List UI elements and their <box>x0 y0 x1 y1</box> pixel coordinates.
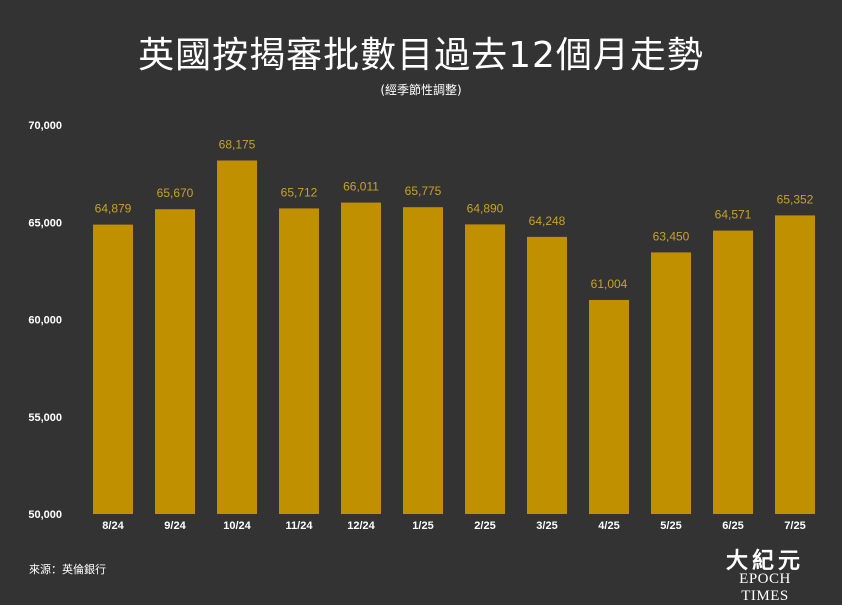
bar <box>341 202 381 514</box>
value-label: 63,450 <box>653 229 690 243</box>
value-label: 66,011 <box>343 180 379 194</box>
x-tick-label: 9/24 <box>164 520 186 532</box>
value-label: 65,775 <box>405 184 442 198</box>
chart-title: 英國按揭審批數目過去12個月走勢 <box>138 35 704 76</box>
x-tick-label: 1/25 <box>412 520 433 532</box>
y-tick-label: 70,000 <box>28 120 62 132</box>
y-tick-label: 60,000 <box>28 315 62 327</box>
x-tick-label: 4/25 <box>598 520 619 532</box>
x-tick-label: 7/25 <box>784 520 805 532</box>
value-label: 64,879 <box>95 202 132 216</box>
bar <box>217 160 257 514</box>
x-tick-label: 11/24 <box>286 520 314 532</box>
logo-en-text: EPOCH TIMES <box>739 571 791 604</box>
value-label: 64,890 <box>467 201 504 215</box>
logo-cjk-text: 大紀元 <box>725 548 804 574</box>
x-tick-label: 2/25 <box>474 520 495 532</box>
bar <box>713 230 753 514</box>
bar <box>93 224 133 514</box>
value-label: 61,004 <box>591 277 628 291</box>
bar <box>651 252 691 514</box>
y-tick-label: 65,000 <box>28 217 62 229</box>
bar <box>775 215 815 514</box>
x-tick-label: 6/25 <box>722 520 743 532</box>
x-tick-label: 3/25 <box>536 520 557 532</box>
y-tick-label: 50,000 <box>28 509 62 521</box>
x-tick-label: 5/25 <box>660 520 681 532</box>
bar <box>589 299 629 514</box>
chart-subtitle: (經季節性調整) <box>380 83 462 97</box>
value-label: 64,248 <box>529 214 566 228</box>
value-label: 65,352 <box>777 192 814 206</box>
y-tick-label: 55,000 <box>28 412 62 424</box>
value-label: 65,712 <box>281 185 318 199</box>
x-tick-label: 12/24 <box>347 520 375 532</box>
source-note: 來源：英倫銀行 <box>29 563 106 576</box>
x-tick-label: 10/24 <box>223 520 251 532</box>
x-tick-label: 8/24 <box>102 520 124 532</box>
bar <box>279 208 319 514</box>
bar <box>403 207 443 514</box>
epoch-times-logo: 大紀元 EPOCH TIMES <box>714 543 816 604</box>
bar <box>465 224 505 514</box>
value-label: 64,571 <box>715 208 752 222</box>
bar <box>155 209 195 514</box>
value-label: 65,670 <box>157 186 194 200</box>
bar <box>527 236 567 514</box>
value-label: 68,175 <box>219 137 256 151</box>
